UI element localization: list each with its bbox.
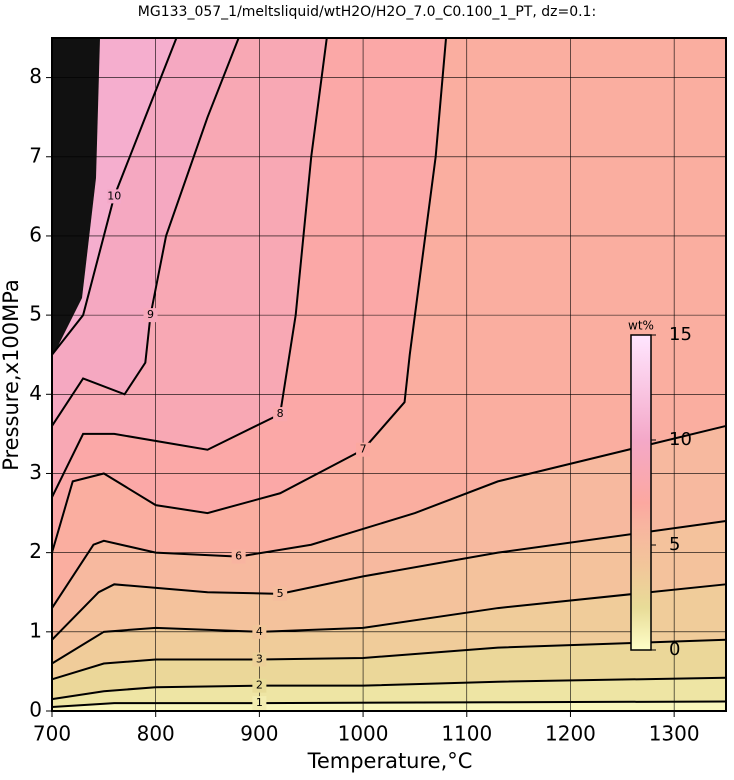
contour-label: 6: [235, 550, 242, 563]
contour-label-bg: [231, 549, 246, 564]
y-tick-label: 1: [29, 618, 42, 642]
contour-line: [51, 37, 240, 427]
colorbar-tick-label: 10: [669, 429, 692, 450]
contour-label: 10: [107, 189, 121, 202]
y-tick-label: 2: [29, 539, 42, 563]
contour-label: 2: [256, 679, 263, 692]
x-tick-label: 1200: [545, 722, 596, 746]
x-tick-label: 800: [137, 722, 175, 746]
x-tick-label: 700: [33, 722, 71, 746]
contour-label-bg: [107, 189, 122, 204]
contour-label: 7: [360, 443, 367, 456]
colorbar-label: wt%: [628, 319, 654, 333]
y-axis-label: Pressure,x100MPa: [0, 279, 23, 471]
plot-frame: [51, 37, 727, 712]
x-axis-label: Temperature,°C: [307, 749, 473, 773]
contour-label-bg: [273, 586, 288, 601]
chart-title: MG133_057_1/meltsliquid/wtH2O/H2O_7.0_C0…: [138, 4, 596, 20]
contour-label-bg: [273, 407, 288, 422]
contour-label: 4: [256, 625, 263, 638]
contour-label-bg: [252, 696, 267, 711]
y-tick-label: 5: [29, 302, 42, 326]
contour-label: 1: [256, 696, 263, 709]
contour-label-bg: [252, 678, 267, 693]
contour-label-bg: [252, 624, 267, 639]
plot-area: 1 2 3 4 5 6 7 8 9 10: [51, 37, 727, 712]
y-tick-label: 6: [29, 222, 42, 246]
contour-label: 5: [277, 587, 284, 600]
contour-label-bg: [143, 308, 158, 323]
contour-label-bg: [252, 652, 267, 667]
contour-label: 8: [277, 407, 284, 420]
contour-label: 3: [256, 653, 263, 666]
x-tick-label: 900: [240, 722, 278, 746]
contour-line: [51, 37, 178, 356]
y-tick-label: 4: [29, 381, 42, 405]
contour-label: 9: [147, 308, 154, 321]
contour-line: [51, 37, 328, 498]
contour-label-bg: [356, 442, 371, 457]
colorbar-tick-label: 15: [669, 324, 692, 345]
colorbar: [630, 334, 652, 651]
y-tick-label: 0: [29, 698, 42, 722]
y-tick-label: 3: [29, 460, 42, 484]
y-tick-label: 8: [29, 64, 42, 88]
colorbar-tick-label: 0: [669, 639, 680, 660]
contour-line: [51, 519, 727, 641]
x-tick-label: 1300: [649, 722, 700, 746]
x-tick-label: 1000: [338, 722, 389, 746]
x-tick-label: 1100: [441, 722, 492, 746]
colorbar-tick-label: 5: [669, 534, 680, 555]
y-tick-label: 7: [29, 143, 42, 167]
contour-line: [51, 37, 448, 553]
dense-contour-region: [52, 38, 100, 358]
